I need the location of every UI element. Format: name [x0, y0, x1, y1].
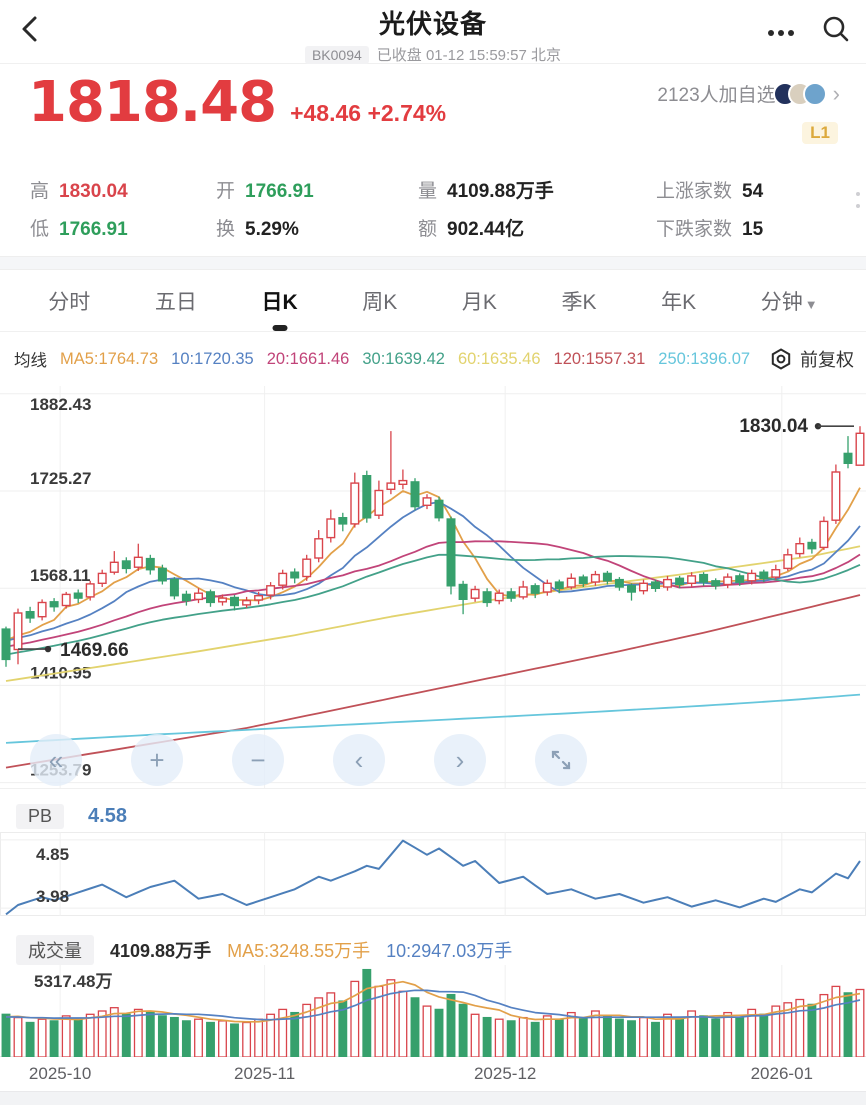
volume-canvas: 5317.48万	[0, 965, 866, 1057]
kline-canvas: 1882.431725.271568.111410.951253.791469.…	[0, 386, 866, 788]
stat-item: 额 902.44亿	[418, 218, 525, 240]
date-label: 2025-11	[234, 1064, 296, 1083]
volume-ma10-value: 10:2947.03万手	[386, 941, 513, 961]
price-change: +48.46 +2.74%	[290, 100, 447, 126]
watcher-avatars	[772, 81, 827, 106]
stats-scroll-indicator	[856, 192, 860, 208]
tab-分时[interactable]: 分时	[48, 290, 91, 314]
svg-text:1882.43: 1882.43	[30, 395, 91, 414]
volume-indicator-label: 成交量	[16, 935, 94, 965]
date-axis: 2025-10 2025-11 2025-12 2026-01	[0, 1057, 866, 1091]
divider	[0, 788, 866, 800]
tab-月K[interactable]: 月K	[461, 290, 497, 314]
chart-toolbar: « + − ‹ ›	[0, 734, 587, 786]
volume-header[interactable]: 成交量 4109.88万手 MA5:3248.55万手 10:2947.03万手	[0, 935, 866, 965]
stat-item: 上涨家数 54	[656, 180, 764, 202]
watchers-row[interactable]: 2123人加自选 ›	[657, 80, 840, 107]
stat-item: 下跌家数 15	[656, 218, 764, 240]
svg-text:1469.66: 1469.66	[60, 640, 129, 661]
chart-period-tabs: 分时 五日 日K 周K 月K 季K 年K 分钟 ▼	[0, 270, 866, 332]
pb-canvas: 4.85 3.98	[0, 832, 866, 916]
search-icon[interactable]	[820, 14, 852, 51]
ma-legend-item: 250:1396.07	[658, 349, 751, 368]
svg-text:1725.27: 1725.27	[30, 469, 91, 488]
pb-header[interactable]: PB 4.58	[0, 800, 866, 832]
adjust-mode-button[interactable]: 前复权	[800, 350, 854, 370]
pb-current-value: 4.58	[88, 804, 127, 827]
zoom-in-button[interactable]: +	[131, 734, 183, 786]
avatar	[802, 81, 827, 106]
ma-legend-item: 30:1639.42	[362, 349, 445, 368]
settings-gear-icon[interactable]	[770, 348, 792, 370]
current-price: 1818.48	[28, 70, 277, 135]
ma-legend-item: 60:1635.46	[457, 349, 541, 368]
quote-level-badge: L1	[802, 122, 838, 144]
stats-grid: 高 1830.04 开 1766.91 量 4109.88万手 上涨家数 54 低 1766.91…	[0, 164, 866, 256]
svg-text:4.85: 4.85	[36, 845, 69, 864]
fullscreen-button[interactable]	[535, 734, 587, 786]
footer-band	[0, 1091, 866, 1105]
market-status: 已收盘 01-12 15:59:57 北京	[376, 47, 562, 64]
kline-chart[interactable]: 1882.431725.271568.111410.951253.791469.…	[0, 386, 866, 788]
tab-季K[interactable]: 季K	[561, 290, 597, 314]
ma-legend-prefix: 均线	[14, 352, 47, 370]
ma-legend-item: MA5:1764.73	[60, 349, 159, 368]
volume-current: 4109.88万手	[110, 941, 212, 961]
stat-item: 高 1830.04	[30, 180, 128, 202]
stat-item: 低 1766.91	[30, 218, 128, 240]
tab-日K[interactable]: 日K	[260, 280, 300, 322]
pb-indicator-label: PB	[16, 803, 65, 829]
date-label: 2026-01	[750, 1064, 813, 1083]
pb-chart[interactable]: 4.85 3.98	[0, 832, 866, 916]
tab-分钟[interactable]: 分钟 ▼	[760, 290, 818, 314]
tab-年K[interactable]: 年K	[661, 290, 697, 314]
ma-legend: 均线 MA5:1764.73 10:1720.35 20:1661.46 30:163…	[0, 332, 866, 386]
svg-text:1568.11: 1568.11	[30, 566, 91, 585]
volume-ma5-value: MA5:3248.55万手	[227, 941, 371, 961]
more-menu-icon[interactable]	[768, 17, 794, 49]
svg-text:3.98: 3.98	[36, 887, 69, 906]
tab-周K[interactable]: 周K	[362, 290, 398, 314]
section-divider	[0, 256, 866, 270]
stat-item: 量 4109.88万手	[418, 180, 554, 202]
pan-left-button[interactable]: ‹	[333, 734, 385, 786]
chevron-down-icon: ▼	[804, 296, 818, 312]
stat-item: 换 5.29%	[216, 218, 299, 240]
zoom-out-button[interactable]: −	[232, 734, 284, 786]
page-title: 光伏设备	[378, 9, 487, 39]
back-button[interactable]	[14, 12, 48, 46]
svg-text:1830.04: 1830.04	[739, 416, 808, 437]
rewind-button[interactable]: «	[30, 734, 82, 786]
volume-chart[interactable]: 5317.48万	[0, 965, 866, 1057]
ma-legend-item: 20:1661.46	[266, 349, 350, 368]
quote-section: 1818.48 +48.46 +2.74% 2123人加自选 › L1	[0, 64, 866, 164]
svg-text:5317.48万: 5317.48万	[34, 972, 112, 991]
header: 光伏设备 BK0094 已收盘 01-12 15:59:57 北京	[0, 0, 866, 64]
date-label: 2025-10	[28, 1064, 92, 1083]
pan-right-button[interactable]: ›	[434, 734, 486, 786]
stock-code-badge: BK0094	[304, 45, 369, 64]
expand-icon	[551, 750, 571, 770]
watchers-count: 2123人加自选	[657, 85, 776, 106]
date-label: 2025-12	[473, 1064, 537, 1083]
ma-legend-item: 120:1557.31	[553, 349, 646, 368]
chevron-right-icon: ›	[832, 80, 840, 106]
tab-五日[interactable]: 五日	[154, 290, 197, 314]
ma-legend-item: 10:1720.35	[171, 349, 254, 368]
stat-item: 开 1766.91	[216, 180, 314, 202]
